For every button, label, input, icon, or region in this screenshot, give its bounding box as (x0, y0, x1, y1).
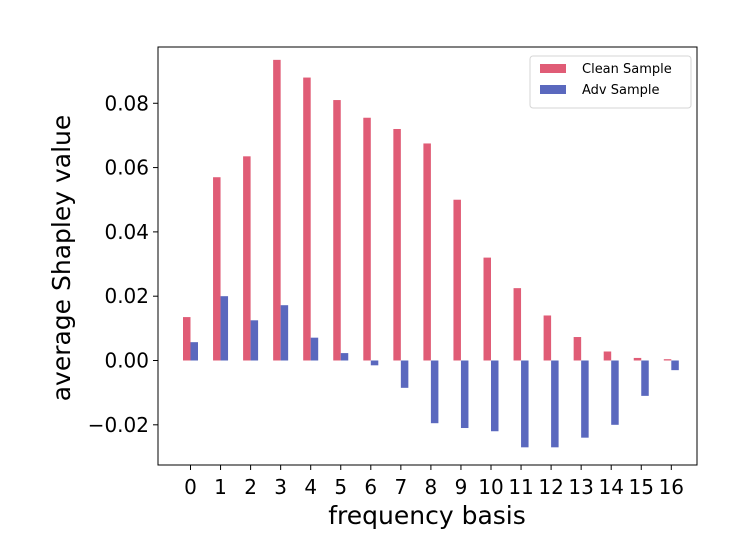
bar-clean-2 (243, 156, 251, 361)
y-tick-label: 0.00 (104, 349, 149, 373)
x-tick-label: 9 (455, 475, 468, 499)
x-tick-label: 8 (425, 475, 438, 499)
bar-adv-5 (340, 353, 349, 361)
legend-swatch (540, 64, 566, 73)
bars-layer (183, 59, 679, 448)
x-tick-label: 3 (274, 475, 287, 499)
bar-adv-3 (280, 305, 289, 361)
bar-clean-15 (633, 357, 642, 361)
bar-clean-16 (663, 359, 672, 361)
bar-clean-10 (483, 257, 491, 361)
bar-clean-14 (603, 351, 612, 361)
legend-box (529, 55, 692, 109)
bar-clean-9 (453, 199, 461, 361)
x-tick-label: 2 (244, 475, 257, 499)
bar-clean-3 (273, 59, 281, 361)
x-tick-label: 16 (659, 475, 684, 499)
bar-adv-6 (370, 360, 379, 366)
bar-adv-11 (521, 360, 529, 448)
x-tick-label: 0 (184, 475, 197, 499)
bar-adv-14 (611, 360, 619, 425)
x-tick-label: 13 (568, 475, 593, 499)
legend-swatch (540, 85, 566, 94)
axes-layer (157, 46, 698, 466)
y-tick-label: 0.02 (104, 284, 149, 308)
bar-adv-2 (250, 320, 259, 361)
x-axis-label: frequency basis (328, 501, 526, 530)
bar-adv-1 (220, 296, 229, 361)
bar-adv-15 (641, 360, 649, 396)
bar-clean-11 (513, 288, 522, 361)
y-tick-label: 0.08 (104, 91, 149, 115)
bar-clean-8 (423, 143, 431, 361)
x-tick-label: 7 (394, 475, 407, 499)
legend-label: Adv Sample (582, 83, 660, 98)
bar-adv-13 (581, 360, 589, 438)
y-tick-label: 0.04 (104, 220, 149, 244)
x-tick-label: 1 (214, 475, 227, 499)
y-tick-label: −0.02 (88, 413, 149, 437)
bar-adv-0 (190, 342, 198, 361)
x-tick-label: 5 (334, 475, 347, 499)
bar-clean-5 (333, 100, 341, 361)
y-axis-label: average Shapley value (47, 115, 76, 402)
bar-clean-0 (183, 317, 191, 361)
y-tick-label: 0.06 (104, 156, 149, 180)
x-tick-label: 15 (629, 475, 654, 499)
bar-adv-10 (491, 360, 499, 432)
x-tick-label: 6 (364, 475, 377, 499)
bar-adv-8 (430, 360, 439, 424)
bar-clean-12 (543, 315, 552, 361)
bar-clean-1 (213, 177, 221, 361)
legend: Clean Sample Adv Sample (529, 55, 692, 109)
bar-adv-7 (400, 360, 409, 388)
bar-clean-7 (393, 128, 401, 361)
ticks-layer: −0.020.000.020.040.060.080 1 2 3 4 5 6 7 8 9 10 11 1… (88, 91, 684, 499)
x-tick-label: 10 (478, 475, 503, 499)
bar-adv-9 (460, 360, 469, 429)
bar-clean-4 (303, 77, 311, 361)
bar-clean-6 (363, 117, 371, 361)
x-tick-label: 11 (508, 475, 533, 499)
x-tick-label: 14 (598, 475, 623, 499)
x-tick-label: 4 (304, 475, 317, 499)
bar-adv-4 (310, 337, 319, 361)
x-tick-label: 12 (538, 475, 563, 499)
bar-adv-12 (551, 360, 559, 448)
plot-frame (157, 46, 698, 466)
bar-clean-13 (573, 337, 582, 361)
legend-label: Clean Sample (582, 62, 672, 77)
bar-adv-16 (671, 360, 679, 371)
